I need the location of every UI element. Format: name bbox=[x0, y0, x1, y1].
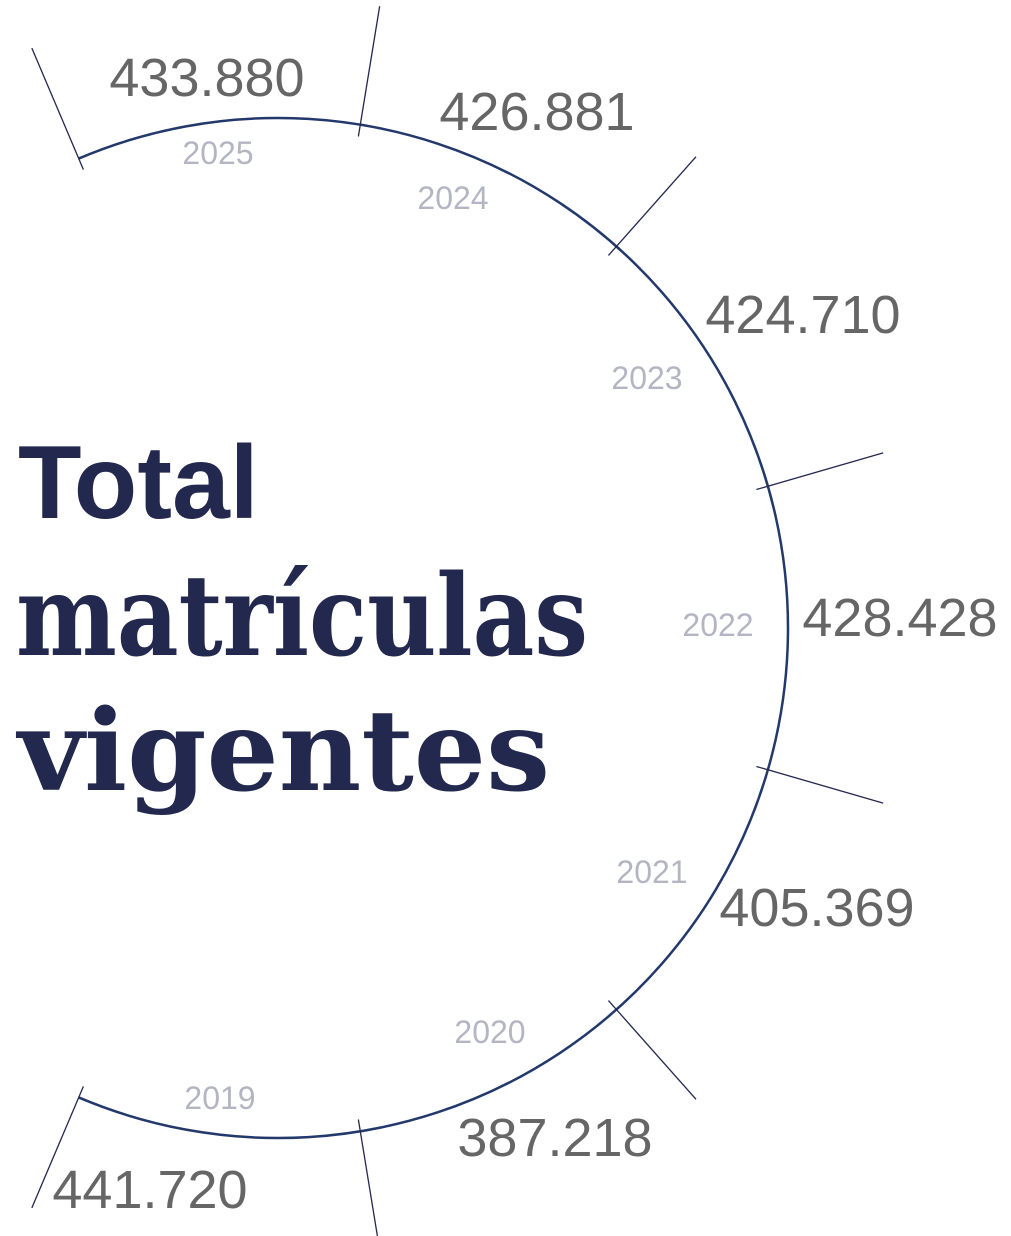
year-label: 2022 bbox=[682, 607, 753, 643]
title-line: vigentes bbox=[15, 686, 550, 817]
divider bbox=[357, 1119, 379, 1236]
divider bbox=[607, 156, 697, 256]
title-line: matrículas bbox=[16, 551, 588, 682]
value-label: 433.880 bbox=[109, 48, 304, 108]
divider bbox=[31, 1086, 85, 1209]
value-label: 428.428 bbox=[802, 588, 997, 648]
year-label: 2019 bbox=[184, 1080, 255, 1116]
divider bbox=[607, 1000, 697, 1100]
arc bbox=[78, 116, 790, 1140]
divider bbox=[31, 47, 85, 170]
divider bbox=[756, 452, 884, 491]
title-line: Total bbox=[18, 425, 259, 541]
year-label: 2025 bbox=[182, 135, 253, 171]
value-label: 405.369 bbox=[719, 878, 914, 938]
value-label: 441.720 bbox=[52, 1160, 247, 1220]
value-label: 426.881 bbox=[439, 82, 634, 142]
year-label: 2020 bbox=[454, 1014, 525, 1050]
divider bbox=[756, 765, 884, 804]
year-label: 2024 bbox=[417, 180, 488, 216]
value-label: 387.218 bbox=[457, 1108, 652, 1168]
year-label: 2023 bbox=[611, 360, 682, 396]
value-label: 424.710 bbox=[705, 285, 900, 345]
divider bbox=[357, 6, 381, 137]
year-label: 2021 bbox=[616, 854, 687, 890]
